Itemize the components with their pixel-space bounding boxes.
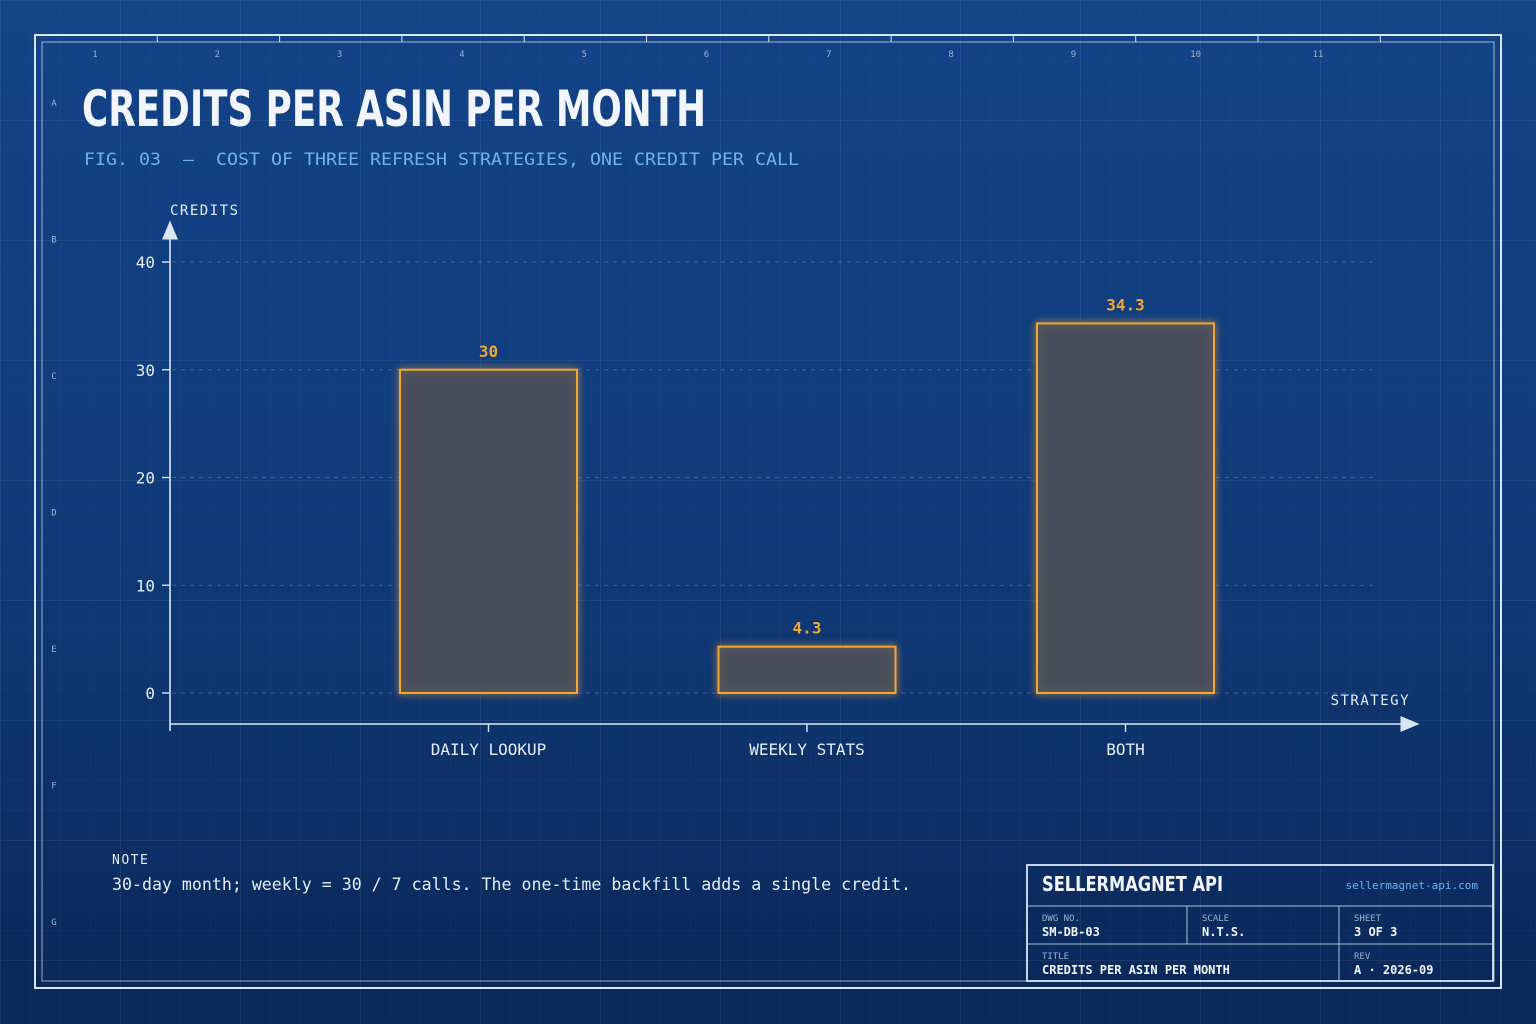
x-axis-ticks: DAILY LOOKUP WEEKLY STATS BOTH <box>431 724 1145 759</box>
frame-row-label: B <box>51 236 56 246</box>
dwg-no-value: SM-DB-03 <box>1042 925 1100 939</box>
note-label: NOTE <box>112 853 149 868</box>
inner-frame <box>41 41 1495 982</box>
chart-bars: 30 4.3 34.3 <box>399 295 1215 694</box>
scale-label: SCALE <box>1202 914 1229 924</box>
y-axis-label: CREDITS <box>170 203 240 219</box>
rev-value: A · 2026-09 <box>1354 963 1433 977</box>
frame-column-ticks <box>34 35 1381 42</box>
page-title: CREDITS PER ASIN PER MONTH <box>82 80 706 138</box>
frame-column-label: 9 <box>1071 50 1076 60</box>
frame-column-label: 3 <box>337 50 342 60</box>
frame-column-label: 6 <box>704 50 709 60</box>
frame-row-labels: A B C D E F G <box>51 99 57 928</box>
x-tick-label: WEEKLY STATS <box>749 740 865 759</box>
bar-value-label: 34.3 <box>1106 295 1145 314</box>
company-name: SELLERMAGNET API <box>1042 872 1223 896</box>
y-tick-label: 0 <box>145 684 155 703</box>
frame-column-label: 1 <box>92 50 97 60</box>
bar-value-label: 30 <box>479 342 498 361</box>
frame-column-labels: 1 2 3 4 5 6 7 8 9 10 11 <box>92 50 1323 60</box>
drawing-title-label: TITLE <box>1042 952 1069 962</box>
company-url: sellermagnet-api.com <box>1346 879 1479 892</box>
frame-row-label: A <box>51 99 57 109</box>
sheet-value: 3 OF 3 <box>1354 925 1397 939</box>
page-subtitle: FIG. 03 — COST OF THREE REFRESH STRATEGI… <box>84 150 799 170</box>
x-tick-label: BOTH <box>1106 740 1145 759</box>
dwg-no-label: DWG NO. <box>1042 914 1080 924</box>
note-text: 30-day month; weekly = 30 / 7 calls. The… <box>112 875 911 895</box>
frame-row-label: D <box>51 509 56 519</box>
sheet-label: SHEET <box>1354 914 1382 924</box>
drawing-title-value: CREDITS PER ASIN PER MONTH <box>1042 963 1230 977</box>
rev-label: REV <box>1354 952 1371 962</box>
frame-column-label: 4 <box>459 50 464 60</box>
frame-row-label: E <box>51 645 56 655</box>
frame-column-label: 8 <box>948 50 953 60</box>
x-axis-label: STRATEGY <box>1331 693 1410 709</box>
frame-row-label: F <box>51 782 56 792</box>
frame-column-label: 7 <box>826 50 831 60</box>
y-tick-label: 40 <box>136 253 155 272</box>
title-block-frame <box>1026 864 1494 982</box>
frame-column-label: 5 <box>581 50 586 60</box>
scale-value: N.T.S. <box>1202 925 1245 939</box>
bar <box>1036 322 1215 694</box>
x-tick-label: DAILY LOOKUP <box>431 740 547 759</box>
bar <box>717 645 897 694</box>
frame-column-label: 2 <box>215 50 220 60</box>
y-tick-label: 10 <box>136 576 155 595</box>
frame-column-label: 11 <box>1313 50 1324 60</box>
bar <box>399 368 578 694</box>
title-block: SELLERMAGNET API sellermagnet-api.com DW… <box>1026 864 1494 982</box>
bar-value-label: 4.3 <box>793 619 822 638</box>
frame-column-label: 10 <box>1190 50 1201 60</box>
frame-row-label: G <box>51 918 56 928</box>
y-tick-label: 30 <box>136 361 155 380</box>
frame-row-label: C <box>51 372 56 382</box>
y-axis-ticks: 0 10 20 30 40 <box>136 253 170 703</box>
y-tick-label: 20 <box>136 469 155 488</box>
outer-frame <box>34 34 1502 989</box>
